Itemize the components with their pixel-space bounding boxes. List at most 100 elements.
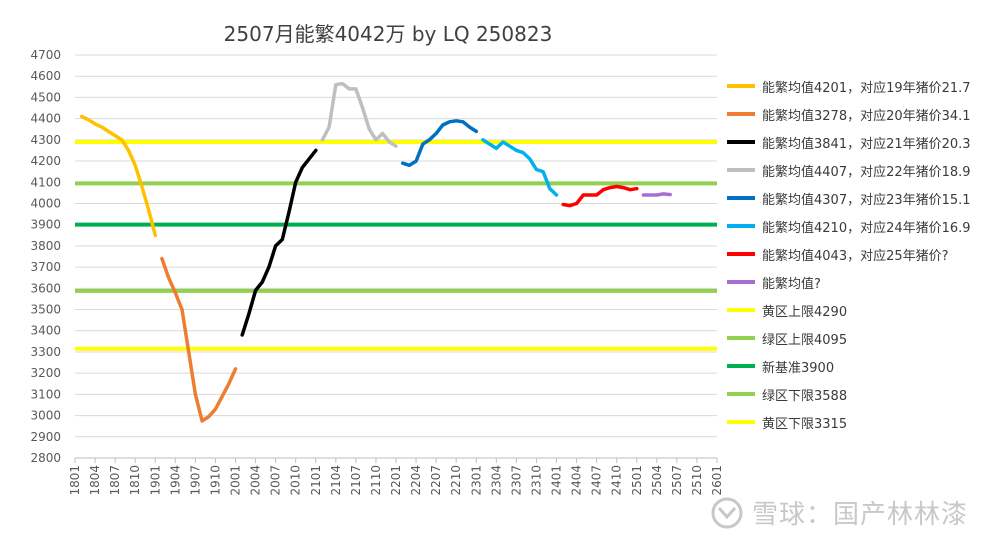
- y-tick-label: 4200: [30, 154, 61, 168]
- legend-label: 能繁均值4210，对应24年猪价16.9: [762, 220, 971, 236]
- watermark: 雪球：国产林林漆: [710, 494, 968, 531]
- legend-swatch: [727, 336, 755, 340]
- y-tick-label: 4600: [30, 69, 61, 83]
- x-tick-label: 2407: [590, 465, 604, 496]
- x-tick-label: 2004: [249, 465, 263, 496]
- legend-item: 能繁均值4201，对应19年猪价21.7: [727, 72, 971, 100]
- series-line: [400, 119, 479, 168]
- x-tick-label: 2201: [389, 465, 403, 496]
- y-tick-label: 3700: [30, 260, 61, 274]
- legend-label: 能繁均值4407，对应22年猪价18.9: [762, 164, 971, 180]
- legend-item: 能繁均值?: [727, 268, 971, 296]
- x-tick-label: 1901: [148, 465, 162, 496]
- data-series: [79, 81, 672, 423]
- legend-item: 黄区上限4290: [727, 296, 971, 324]
- legend-swatch: [727, 420, 755, 424]
- y-tick-label: 3600: [30, 281, 61, 295]
- x-tick-label: 1810: [128, 465, 142, 496]
- y-axis-ticks: 2800 2900 3000 3100 3200 3300 3400 3500 3600 3700…: [30, 48, 61, 465]
- legend-swatch: [727, 84, 755, 88]
- x-tick-label: 2304: [489, 465, 503, 496]
- legend-swatch: [727, 364, 755, 368]
- x-tick-label: 2204: [409, 465, 423, 496]
- legend-item: 能繁均值4407，对应22年猪价18.9: [727, 156, 971, 184]
- reference-lines: [75, 139, 717, 351]
- legend-item: 新基准3900: [727, 352, 971, 380]
- series-line: [320, 81, 398, 148]
- x-tick-label: 2307: [509, 465, 523, 496]
- legend-item: 绿区下限3588: [727, 380, 971, 408]
- x-tick-label: 1804: [88, 465, 102, 496]
- y-tick-label: 4400: [30, 112, 61, 126]
- legend-swatch: [727, 392, 755, 396]
- y-tick-label: 4300: [30, 133, 61, 147]
- legend-label: 绿区上限4095: [762, 332, 848, 348]
- y-tick-label: 4100: [30, 175, 61, 189]
- x-tick-label: 1910: [208, 465, 222, 496]
- x-tick-label: 2510: [690, 465, 704, 496]
- x-tick-label: 2301: [469, 465, 483, 496]
- x-tick-label: 2101: [309, 465, 323, 496]
- x-tick-label: 2007: [269, 465, 283, 496]
- y-tick-label: 3300: [30, 345, 61, 359]
- x-tick-label: 2507: [670, 465, 684, 496]
- legend-swatch: [727, 280, 755, 284]
- x-axis: 1801 1804 1807 1810 1901 1904 1907 1910 2001 2004…: [68, 457, 724, 496]
- y-tick-label: 2900: [30, 430, 61, 444]
- legend-label: 能繁均值4043，对应25年猪价?: [762, 248, 949, 264]
- x-tick-label: 2404: [570, 465, 584, 496]
- series-line: [481, 138, 559, 197]
- y-tick-label: 3000: [30, 409, 61, 423]
- legend-swatch: [727, 140, 755, 144]
- legend-swatch: [727, 196, 755, 200]
- gridlines: [75, 54, 717, 459]
- x-tick-label: 2504: [650, 465, 664, 496]
- x-tick-label: 2601: [710, 465, 724, 496]
- y-tick-label: 3900: [30, 218, 61, 232]
- legend-label: 能繁均值3278，对应20年猪价34.1: [762, 108, 971, 124]
- x-tick-label: 2010: [289, 465, 303, 496]
- legend-label: 能繁均值3841，对应21年猪价20.3: [762, 136, 971, 152]
- watermark-text: 雪球：国产林林漆: [751, 500, 968, 530]
- chart-title: 2507月能繁4042万 by LQ 250823: [224, 22, 553, 46]
- legend-item: 能繁均值4210，对应24年猪价16.9: [727, 212, 971, 240]
- x-tick-label: 2207: [429, 465, 443, 496]
- snowball-logo-icon: [711, 497, 743, 528]
- legend-swatch: [727, 168, 755, 172]
- legend-item: 能繁均值3841，对应21年猪价20.3: [727, 128, 971, 156]
- legend: 能繁均值4201，对应19年猪价21.7 能繁均值3278，对应20年猪价34.1…: [727, 72, 971, 436]
- legend-label: 黄区上限4290: [762, 304, 848, 320]
- legend-item: 能繁均值4043，对应25年猪价?: [727, 240, 971, 268]
- legend-label: 能繁均值?: [762, 276, 821, 292]
- y-tick-label: 3800: [30, 239, 61, 253]
- x-tick-label: 1807: [108, 465, 122, 496]
- y-tick-label: 4700: [30, 48, 61, 62]
- x-tick-label: 2501: [630, 465, 644, 496]
- x-tick-label: 2401: [550, 465, 564, 496]
- x-tick-label: 2110: [369, 465, 383, 496]
- y-tick-label: 4500: [30, 90, 61, 104]
- series-line: [561, 184, 639, 208]
- legend-swatch: [727, 112, 755, 116]
- x-tick-label: 2104: [329, 465, 343, 496]
- x-tick-label: 2310: [529, 465, 543, 496]
- x-tick-label: 2107: [349, 465, 363, 496]
- x-tick-label: 2210: [449, 465, 463, 496]
- y-tick-label: 4000: [30, 196, 61, 210]
- legend-label: 能繁均值4201，对应19年猪价21.7: [762, 80, 971, 96]
- legend-swatch: [727, 224, 755, 228]
- y-tick-label: 2800: [30, 451, 61, 465]
- legend-item: 能繁均值4307，对应23年猪价15.1: [727, 184, 971, 212]
- legend-label: 黄区下限3315: [762, 416, 848, 432]
- x-tick-label: 1907: [188, 465, 202, 496]
- series-line: [641, 192, 672, 197]
- y-tick-label: 3200: [30, 366, 61, 380]
- y-tick-label: 3100: [30, 387, 61, 401]
- series-line: [79, 114, 158, 238]
- legend-swatch: [727, 252, 755, 256]
- x-tick-label: 1801: [68, 465, 82, 496]
- x-tick-label: 1904: [168, 465, 182, 496]
- legend-item: 能繁均值3278，对应20年猪价34.1: [727, 100, 971, 128]
- legend-item: 黄区下限3315: [727, 408, 971, 436]
